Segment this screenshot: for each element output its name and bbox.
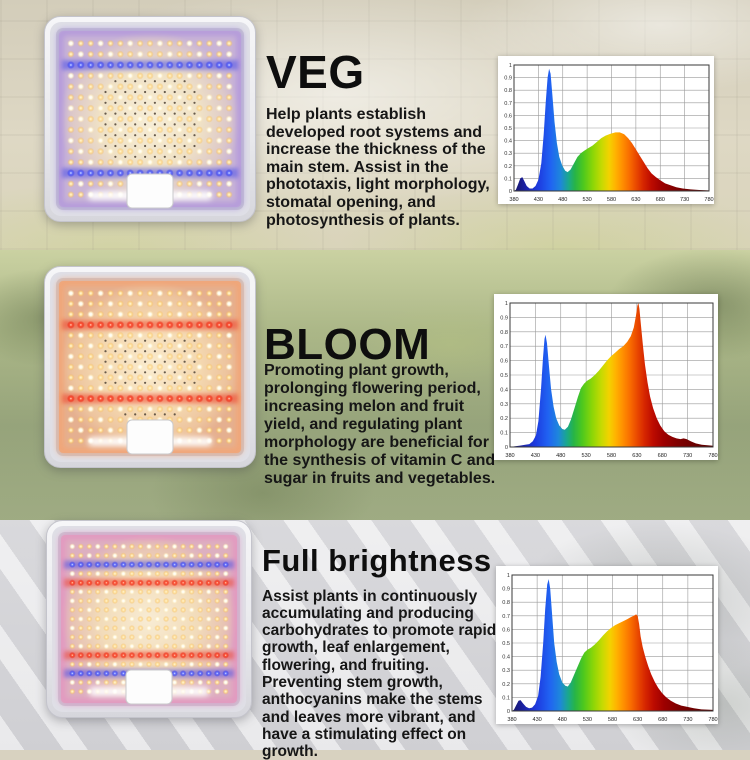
svg-text:630: 630	[632, 453, 641, 459]
svg-text:0.5: 0.5	[502, 641, 510, 647]
svg-text:0.1: 0.1	[504, 176, 512, 182]
svg-text:1: 1	[505, 301, 508, 307]
svg-text:730: 730	[680, 197, 689, 203]
svg-text:0.8: 0.8	[500, 330, 508, 336]
svg-text:0.2: 0.2	[500, 416, 508, 422]
svg-text:0.8: 0.8	[504, 88, 512, 94]
svg-text:380: 380	[507, 717, 516, 723]
svg-text:630: 630	[631, 197, 640, 203]
spectrum-chart-full-brightness: 380 430 480 530 580 630 680 730 780 0 0.1 0.2 0.3 0.4…	[496, 566, 718, 724]
spectrum-chart-bloom: 380 430 480 530 580 630 680 730 780 0 0.1 0.2 0.3 0.4…	[494, 294, 718, 460]
svg-text:480: 480	[556, 453, 565, 459]
svg-text:0.4: 0.4	[502, 655, 510, 661]
svg-text:530: 530	[582, 197, 591, 203]
svg-text:0.6: 0.6	[502, 627, 510, 633]
svg-text:0.3: 0.3	[502, 668, 510, 674]
svg-text:0.5: 0.5	[500, 373, 508, 379]
section-description-veg: Help plants establish developed root sys…	[266, 106, 496, 229]
grow-light-panel-bloom	[44, 266, 256, 468]
svg-text:730: 730	[683, 453, 692, 459]
svg-text:780: 780	[708, 453, 717, 459]
svg-text:430: 430	[534, 197, 543, 203]
svg-text:530: 530	[581, 453, 590, 459]
svg-text:0.6: 0.6	[504, 113, 512, 119]
svg-text:0.4: 0.4	[504, 139, 512, 145]
svg-text:1: 1	[509, 63, 512, 69]
svg-text:1: 1	[507, 573, 510, 579]
section-title-full-brightness: Full brightness	[262, 545, 492, 576]
svg-text:680: 680	[658, 717, 667, 723]
svg-text:0.7: 0.7	[500, 344, 508, 350]
svg-text:0.1: 0.1	[502, 695, 510, 701]
svg-text:0.7: 0.7	[504, 101, 512, 107]
svg-text:0.6: 0.6	[500, 359, 508, 365]
svg-text:0.3: 0.3	[504, 151, 512, 157]
grow-light-panel-full-brightness	[46, 520, 252, 718]
svg-text:0: 0	[505, 445, 508, 451]
grow-light-panel-veg	[44, 16, 256, 222]
svg-text:0.8: 0.8	[502, 600, 510, 606]
svg-text:480: 480	[558, 717, 567, 723]
section-title-bloom: BLOOM	[264, 323, 430, 367]
section-description-full-brightness: Assist plants in continuously accumulati…	[262, 588, 502, 760]
svg-text:580: 580	[607, 197, 616, 203]
svg-text:0.2: 0.2	[502, 682, 510, 688]
svg-text:0.7: 0.7	[502, 614, 510, 620]
svg-text:530: 530	[583, 717, 592, 723]
svg-text:0.1: 0.1	[500, 431, 508, 437]
svg-text:430: 430	[531, 453, 540, 459]
svg-text:730: 730	[683, 717, 692, 723]
svg-text:680: 680	[656, 197, 665, 203]
svg-text:480: 480	[558, 197, 567, 203]
svg-text:380: 380	[505, 453, 514, 459]
svg-text:0: 0	[507, 709, 510, 715]
section-title-veg: VEG	[266, 49, 365, 95]
svg-text:780: 780	[704, 197, 713, 203]
section-description-bloom: Promoting plant growth, prolonging flowe…	[264, 362, 500, 488]
svg-text:780: 780	[708, 717, 717, 723]
svg-text:680: 680	[658, 453, 667, 459]
svg-text:580: 580	[607, 453, 616, 459]
svg-text:0.5: 0.5	[504, 126, 512, 132]
svg-text:0.9: 0.9	[504, 76, 512, 82]
svg-text:0.9: 0.9	[500, 315, 508, 321]
svg-text:630: 630	[633, 717, 642, 723]
svg-text:580: 580	[608, 717, 617, 723]
svg-text:0.4: 0.4	[500, 387, 508, 393]
svg-text:430: 430	[532, 717, 541, 723]
svg-text:380: 380	[509, 197, 518, 203]
svg-text:0.2: 0.2	[504, 164, 512, 170]
spectrum-chart-veg: 380 430 480 530 580 630 680 730 780 0 0.1 0.2 0.3 0.4…	[498, 56, 714, 204]
svg-text:0.9: 0.9	[502, 587, 510, 593]
svg-text:0.3: 0.3	[500, 402, 508, 408]
svg-text:0: 0	[509, 189, 512, 195]
